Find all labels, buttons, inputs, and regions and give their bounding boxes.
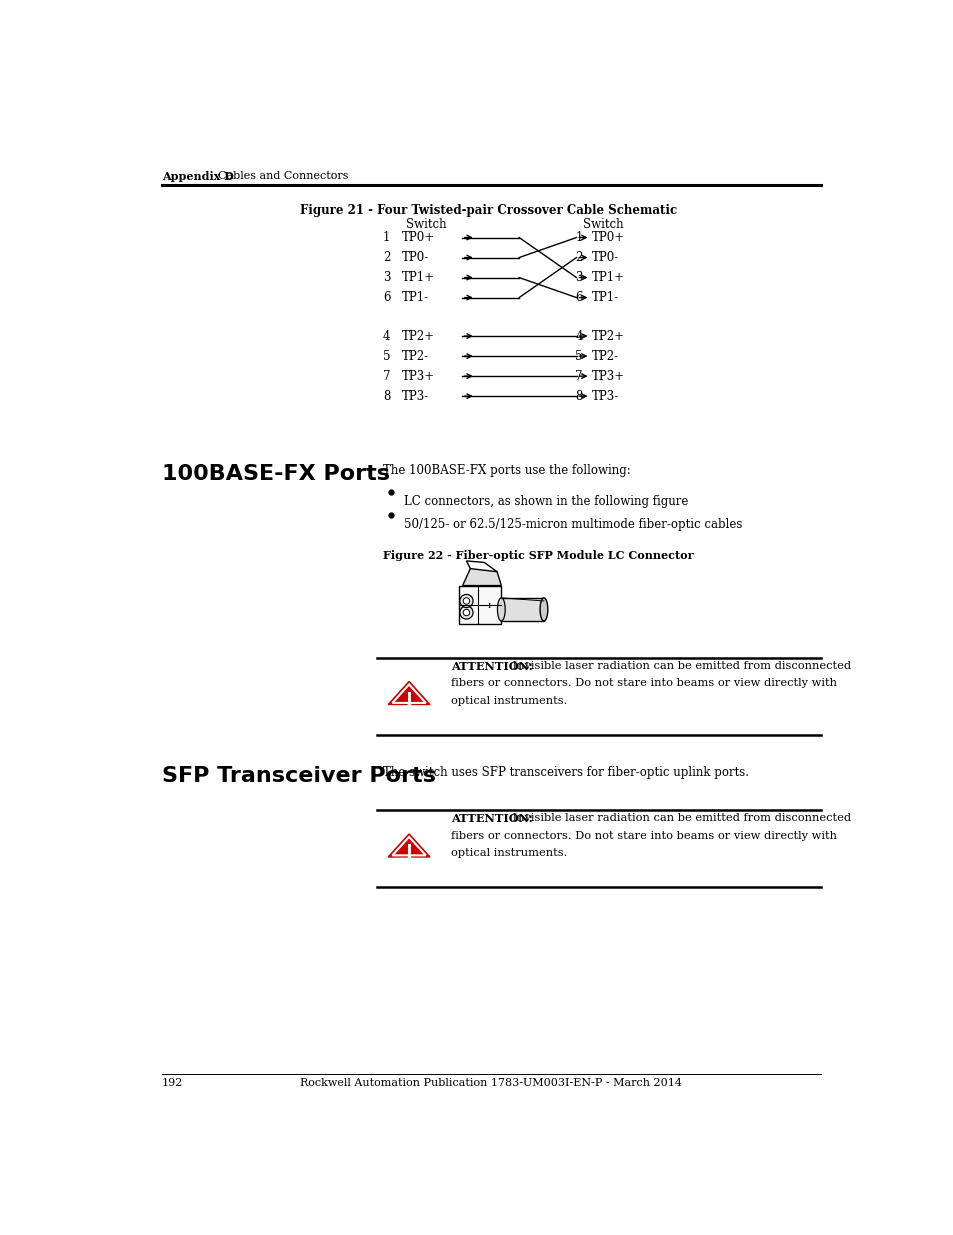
Text: fibers or connectors. Do not stare into beams or view directly with: fibers or connectors. Do not stare into … <box>451 831 836 841</box>
Text: optical instruments.: optical instruments. <box>451 695 567 705</box>
Text: TP1+: TP1+ <box>402 270 435 284</box>
Text: 2: 2 <box>383 251 390 264</box>
Text: 8: 8 <box>575 389 582 403</box>
Text: 3: 3 <box>575 270 582 284</box>
Polygon shape <box>462 568 500 585</box>
Ellipse shape <box>497 598 505 621</box>
Text: Invisible laser radiation can be emitted from disconnected: Invisible laser radiation can be emitted… <box>509 661 850 671</box>
Text: ATTENTION:: ATTENTION: <box>451 661 532 672</box>
Text: TP0+: TP0+ <box>592 231 624 245</box>
Text: 6: 6 <box>382 291 390 304</box>
Text: Invisible laser radiation can be emitted from disconnected: Invisible laser radiation can be emitted… <box>509 814 850 824</box>
Text: 6: 6 <box>575 291 582 304</box>
Text: LC connectors, as shown in the following figure: LC connectors, as shown in the following… <box>404 495 688 508</box>
Circle shape <box>459 594 473 608</box>
Polygon shape <box>388 682 430 704</box>
Text: Cables and Connectors: Cables and Connectors <box>217 172 348 182</box>
Circle shape <box>459 606 473 619</box>
Text: TP1-: TP1- <box>592 291 618 304</box>
Text: 7: 7 <box>575 369 582 383</box>
Text: 3: 3 <box>382 270 390 284</box>
Text: TP1+: TP1+ <box>592 270 624 284</box>
Text: fibers or connectors. Do not stare into beams or view directly with: fibers or connectors. Do not stare into … <box>451 678 836 688</box>
Text: TP3+: TP3+ <box>592 369 624 383</box>
Text: TP0+: TP0+ <box>402 231 435 245</box>
Text: Rockwell Automation Publication 1783-UM003I-EN-P - March 2014: Rockwell Automation Publication 1783-UM0… <box>300 1078 681 1088</box>
Text: 4: 4 <box>575 330 582 342</box>
Text: 4: 4 <box>382 330 390 342</box>
Text: TP2+: TP2+ <box>402 330 435 342</box>
Text: TP0-: TP0- <box>592 251 618 264</box>
Text: TP2-: TP2- <box>592 350 618 363</box>
Text: I: I <box>487 601 491 610</box>
Polygon shape <box>388 834 430 857</box>
Text: TP1-: TP1- <box>402 291 429 304</box>
Text: 5: 5 <box>575 350 582 363</box>
Text: TP0-: TP0- <box>402 251 429 264</box>
Text: ATTENTION:: ATTENTION: <box>451 814 532 825</box>
Circle shape <box>463 598 469 604</box>
Text: TP2-: TP2- <box>402 350 429 363</box>
Text: Switch: Switch <box>405 217 446 231</box>
Circle shape <box>463 609 469 616</box>
Bar <box>458 585 500 624</box>
Text: 1: 1 <box>383 231 390 245</box>
Text: Switch: Switch <box>582 217 623 231</box>
Text: Figure 22 - Fiber-optic SFP Module LC Connector: Figure 22 - Fiber-optic SFP Module LC Co… <box>382 550 693 561</box>
Polygon shape <box>392 684 425 703</box>
Text: 100BASE-FX Ports: 100BASE-FX Ports <box>162 464 390 484</box>
Text: Figure 21 - Four Twisted-pair Crossover Cable Schematic: Figure 21 - Four Twisted-pair Crossover … <box>300 204 677 216</box>
Text: Appendix D: Appendix D <box>162 172 233 183</box>
Text: TP2+: TP2+ <box>592 330 624 342</box>
Text: 1: 1 <box>575 231 582 245</box>
Text: 7: 7 <box>382 369 390 383</box>
Text: TP3-: TP3- <box>592 389 618 403</box>
Text: SFP Transceiver Ports: SFP Transceiver Ports <box>162 766 436 785</box>
Text: 8: 8 <box>383 389 390 403</box>
Text: optical instruments.: optical instruments. <box>451 848 567 858</box>
Text: The 100BASE-FX ports use the following:: The 100BASE-FX ports use the following: <box>382 464 630 477</box>
Text: The switch uses SFP transceivers for fiber-optic uplink ports.: The switch uses SFP transceivers for fib… <box>382 766 748 779</box>
Polygon shape <box>392 837 425 856</box>
Text: TP3+: TP3+ <box>402 369 435 383</box>
Text: TP3-: TP3- <box>402 389 429 403</box>
Text: 5: 5 <box>382 350 390 363</box>
Bar <box>500 598 543 621</box>
Ellipse shape <box>539 598 547 621</box>
Text: 50/125- or 62.5/125-micron multimode fiber-optic cables: 50/125- or 62.5/125-micron multimode fib… <box>404 517 742 531</box>
Text: 192: 192 <box>162 1078 183 1088</box>
Text: 2: 2 <box>575 251 582 264</box>
